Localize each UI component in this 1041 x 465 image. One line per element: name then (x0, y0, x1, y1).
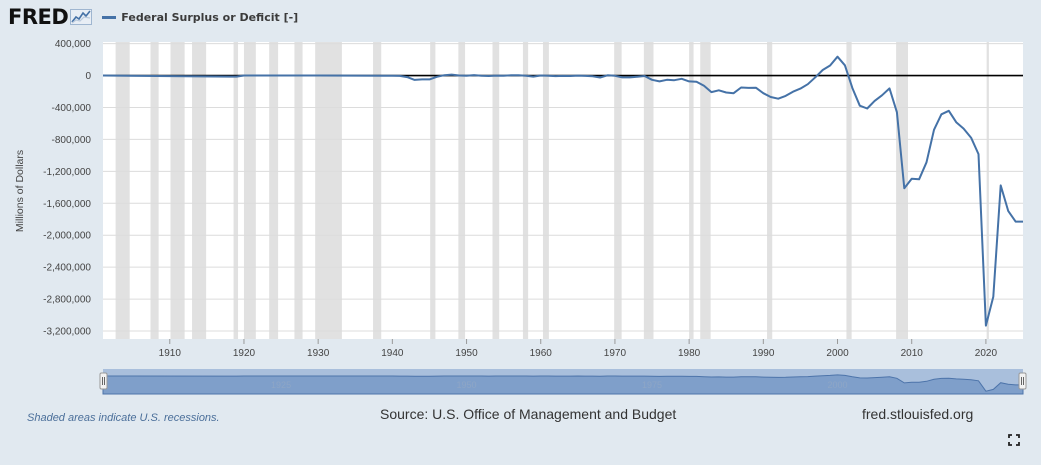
legend-label: Federal Surplus or Deficit [-] (121, 10, 299, 24)
x-tick-label: 1950 (455, 348, 478, 359)
recession-note: Shaded areas indicate U.S. recessions. (27, 412, 220, 424)
navigator-label: 1925 (271, 380, 291, 390)
x-tick-label: 2020 (975, 348, 998, 359)
x-tick-label: 1980 (678, 348, 701, 359)
y-tick-label: -3,200,000 (43, 327, 91, 338)
source-text: Source: U.S. Office of Management and Bu… (380, 406, 677, 422)
navigator-label: 1975 (642, 380, 662, 390)
x-tick-label: 1940 (381, 348, 404, 359)
x-tick-label: 1960 (530, 348, 553, 359)
recession-band (315, 42, 342, 339)
navigator-handle-right[interactable] (1018, 372, 1027, 390)
recession-band (492, 42, 500, 339)
recession-band (643, 42, 654, 339)
fred-logo-graph-icon (70, 9, 93, 25)
recession-band (846, 42, 852, 339)
x-tick-label: 1930 (307, 348, 330, 359)
recession-band (269, 42, 279, 339)
recession-band (614, 42, 622, 339)
recession-band (458, 42, 466, 339)
recession-band (689, 42, 694, 339)
x-tick-label: 2010 (901, 348, 924, 359)
y-tick-label: -400,000 (52, 103, 92, 114)
x-tick-label: 1910 (159, 348, 182, 359)
fred-logo[interactable]: FRED (8, 4, 93, 29)
navigator-label: 1950 (457, 380, 477, 390)
x-tick-label: 2000 (826, 348, 849, 359)
recession-band (294, 42, 303, 339)
recession-band (700, 42, 711, 339)
chart-header: FRED Federal Surplus or Deficit [-] (8, 4, 298, 30)
x-tick-label: 1990 (752, 348, 775, 359)
site-link[interactable]: fred.stlouisfed.org (862, 406, 974, 422)
recession-band (233, 42, 239, 339)
fullscreen-icon[interactable] (1008, 434, 1020, 446)
recession-band (373, 42, 382, 339)
y-tick-label: -2,800,000 (43, 295, 91, 306)
navigator[interactable]: 1925 1950 1975 2000 (99, 369, 1027, 395)
recession-band (192, 42, 207, 339)
recession-band (896, 42, 908, 339)
y-tick-label: -2,000,000 (43, 231, 91, 242)
y-tick-label: -2,400,000 (43, 263, 91, 274)
x-tick-label: 1920 (233, 348, 256, 359)
recession-band (522, 42, 529, 339)
navigator-label: 2000 (828, 380, 848, 390)
y-tick-label: -1,200,000 (43, 167, 91, 178)
navigator-series-area (102, 374, 1024, 395)
x-tick-labels: 1910 1920 1930 1940 1950 1960 1970 1980 1990 2000… (159, 339, 998, 359)
y-tick-label: -1,600,000 (43, 199, 91, 210)
gridlines (103, 43, 1023, 332)
legend-swatch (102, 15, 117, 19)
y-tick-label: 0 (85, 71, 91, 82)
y-tick-label: -800,000 (52, 135, 92, 146)
y-axis-label: Millions of Dollars (14, 150, 26, 232)
series-line-federal-surplus[interactable] (102, 55, 1023, 327)
recession-bands (115, 42, 989, 339)
recession-band (986, 42, 989, 339)
y-tick-label: 400,000 (55, 39, 92, 50)
recession-band (170, 42, 185, 339)
x-tick-label: 1970 (604, 348, 627, 359)
navigator-labels: 1925 1950 1975 2000 (271, 380, 847, 390)
recession-band (430, 42, 436, 339)
y-tick-labels: 400,000 0 -400,000 -800,000 -1,200,000 -1,600… (43, 39, 91, 337)
recession-band (767, 42, 773, 339)
recession-band (542, 42, 549, 339)
recession-band (243, 42, 256, 339)
navigator-handle-left[interactable] (99, 372, 108, 390)
recession-band (115, 42, 130, 339)
recession-band (150, 42, 159, 339)
fred-logo-text: FRED (8, 4, 69, 29)
line-chart: 400,000 0 -400,000 -800,000 -1,200,000 -1,600… (14, 39, 1027, 395)
chart-legend: Federal Surplus or Deficit [-] (102, 11, 298, 24)
plot-area-background (103, 42, 1023, 339)
